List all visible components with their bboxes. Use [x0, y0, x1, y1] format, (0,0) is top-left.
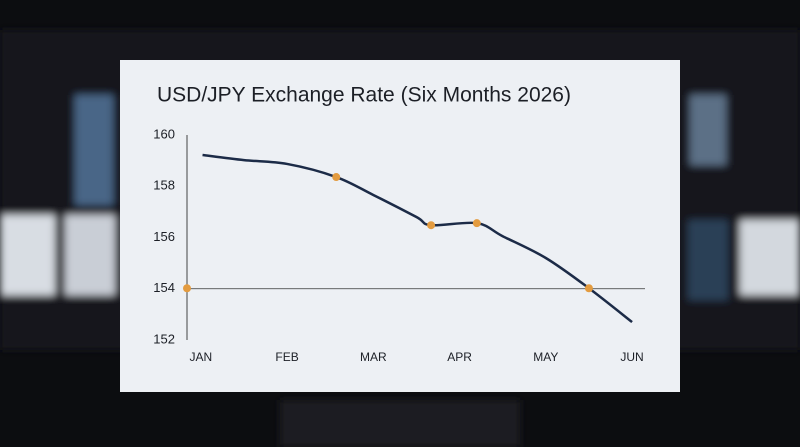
x-tick-label: JUN — [620, 350, 643, 364]
chart-title: USD/JPY Exchange Rate (Six Months 2026) — [157, 84, 571, 107]
x-tick-label: APR — [447, 350, 472, 364]
y-tick-label: 152 — [153, 331, 175, 346]
highlight-point — [332, 173, 341, 182]
x-tick-label: MAY — [533, 350, 558, 364]
x-tick-label: JAN — [189, 350, 212, 364]
highlight-point — [472, 219, 481, 228]
y-tick-label: 156 — [153, 229, 175, 244]
x-tick-label: FEB — [275, 350, 298, 364]
highlight-point — [183, 284, 191, 293]
y-tick-label: 158 — [153, 178, 175, 193]
highlight-point — [427, 221, 436, 230]
x-tick-label: MAR — [360, 350, 387, 364]
chart-panel — [120, 60, 680, 392]
data-line — [202, 153, 633, 324]
y-tick-label: 154 — [153, 280, 175, 295]
y-tick-label: 160 — [153, 126, 175, 141]
highlight-point — [584, 284, 593, 293]
